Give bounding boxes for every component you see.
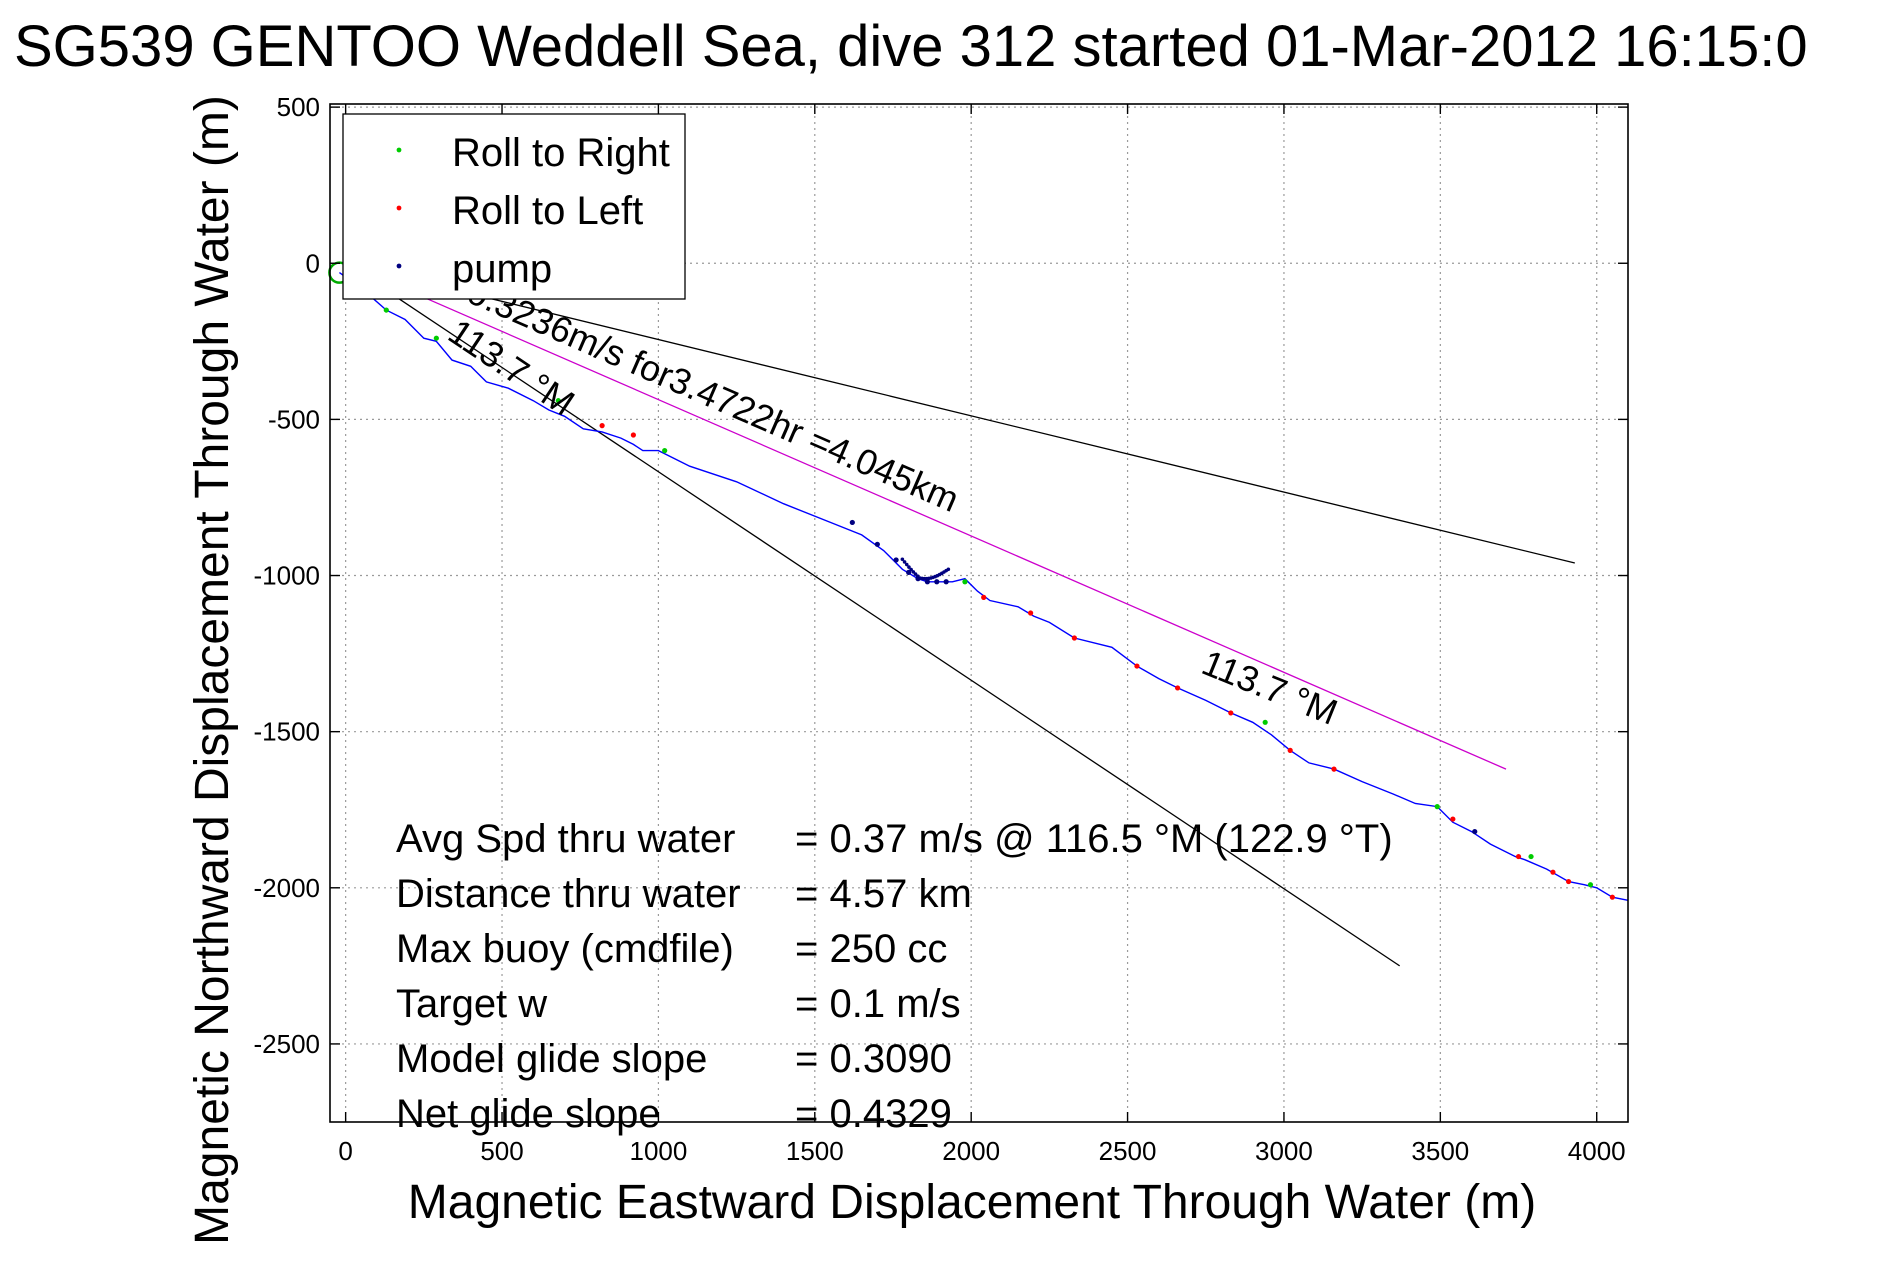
y-axis-label: Magnetic Northward Displacement Through …	[186, 95, 239, 1245]
marker-points	[383, 307, 1615, 900]
pump-point	[934, 579, 940, 585]
roll-right-point	[1528, 853, 1534, 860]
pump-point	[909, 567, 913, 572]
pump-point	[1472, 828, 1478, 835]
x-tick-labels: 0 500 1000 1500 2000 2500 3000 3500 4000	[338, 1136, 1625, 1166]
x-tick-label: 4000	[1568, 1136, 1626, 1166]
stat-value: = 0.1 m/s	[795, 982, 961, 1026]
x-tick-label: 1500	[786, 1136, 844, 1166]
x-tick-label: 2000	[942, 1136, 1000, 1166]
roll-right-point	[433, 335, 439, 341]
x-axis-label: Magnetic Eastward Displacement Through W…	[408, 1176, 1536, 1229]
roll-left-point	[1287, 747, 1293, 753]
roll-right-point	[383, 307, 389, 313]
roll-left-point	[1175, 685, 1181, 691]
y-tick-label: -1500	[254, 717, 321, 747]
track-line	[338, 272, 1629, 901]
roll-right-point	[1262, 719, 1268, 725]
roll-left-point	[1228, 710, 1234, 716]
stat-label: Net glide slope	[396, 1092, 661, 1136]
legend-label: pump	[452, 247, 552, 291]
reference-line	[345, 262, 1575, 564]
pump-point	[849, 519, 855, 526]
stats-block: Avg Spd thru water = 0.37 m/s @ 116.5 °M …	[396, 817, 1393, 1136]
pump-point	[924, 579, 930, 585]
stat-value: = 250 cc	[795, 927, 947, 971]
y-tick-label: 500	[277, 92, 320, 122]
stat-value: = 4.57 km	[795, 872, 972, 916]
legend: Roll to Right Roll to Left pump	[342, 113, 686, 300]
roll-left-point	[1450, 816, 1456, 822]
roll-right-point	[555, 398, 561, 404]
pump-point	[943, 579, 949, 585]
roll-left-point	[1565, 878, 1572, 885]
roll-right-point	[1587, 882, 1594, 888]
pump-point	[911, 570, 916, 574]
reference-lines	[345, 262, 1575, 967]
pump-point	[907, 565, 911, 569]
pump-point	[900, 557, 905, 562]
pump-point	[946, 567, 951, 572]
y-tick-label: -2000	[254, 873, 321, 903]
legend-swatch	[396, 263, 402, 269]
roll-left-point	[1550, 869, 1556, 875]
y-tick-label: 0	[306, 248, 320, 278]
y-tick-labels: 500 0 -500 -1000 -1500 -2000 -2500	[254, 92, 321, 1059]
roll-right-point	[962, 579, 968, 585]
y-tick-label: -1000	[254, 561, 321, 591]
x-tick-label: 2500	[1099, 1136, 1157, 1166]
roll-left-point	[1609, 894, 1615, 900]
axes-box	[329, 103, 1629, 1123]
x-tick-label: 500	[480, 1136, 523, 1166]
stat-label: Max buoy (cmdfile)	[396, 927, 734, 971]
roll-left-point	[1028, 610, 1034, 616]
tick-marks	[330, 104, 1628, 1122]
pump-point	[902, 560, 907, 564]
x-tick-label: 3500	[1411, 1136, 1469, 1166]
legend-label: Roll to Right	[452, 131, 670, 175]
roll-left-point	[599, 423, 605, 429]
legend-swatch	[396, 205, 402, 211]
roll-left-point	[1331, 766, 1337, 772]
pump-point	[906, 569, 912, 576]
x-tick-label: 1000	[629, 1136, 687, 1166]
stat-label: Distance thru water	[396, 872, 741, 916]
pump-point	[904, 562, 909, 567]
roll-left-point	[630, 432, 636, 438]
stat-value: = 0.3090	[795, 1037, 952, 1081]
roll-right-point	[1434, 804, 1440, 810]
roll-left-point	[1071, 635, 1077, 641]
y-tick-label: -500	[268, 404, 320, 434]
reference-line	[345, 262, 1401, 967]
pump-point	[874, 541, 880, 547]
roll-left-point	[1134, 663, 1140, 669]
x-tick-label: 3000	[1255, 1136, 1313, 1166]
y-tick-label: -2500	[254, 1029, 321, 1059]
stat-label: Model glide slope	[396, 1037, 707, 1081]
chart-title: SG539 GENTOO Weddell Sea, dive 312 start…	[14, 14, 1808, 79]
stat-value: = 0.37 m/s @ 116.5 °M (122.9 °T)	[795, 817, 1393, 861]
reference-line	[345, 262, 1507, 770]
stat-label: Avg Spd thru water	[396, 817, 735, 861]
roll-left-point	[981, 594, 987, 600]
stat-value: = 0.4329	[795, 1092, 952, 1136]
legend-label: Roll to Left	[452, 189, 643, 233]
roll-left-point	[1515, 853, 1522, 860]
pump-point	[893, 557, 899, 563]
x-tick-label: 0	[338, 1136, 352, 1166]
stat-label: Target w	[396, 982, 547, 1026]
legend-swatch	[396, 147, 402, 153]
roll-right-point	[662, 448, 668, 454]
